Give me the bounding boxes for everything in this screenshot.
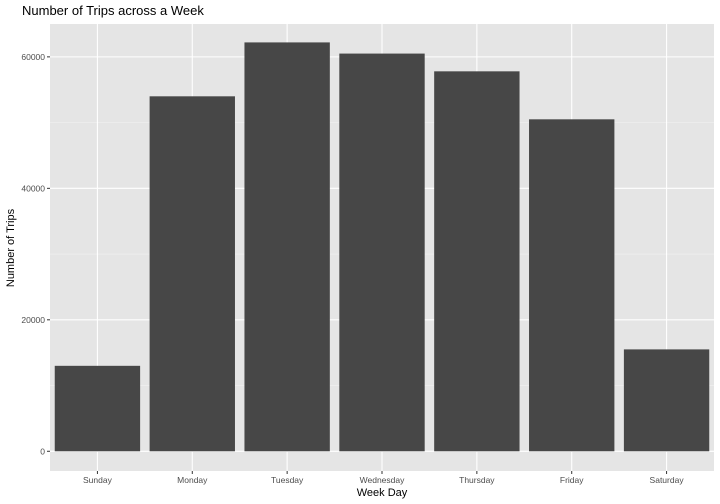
y-tick-label: 60000	[21, 52, 45, 62]
bar-tuesday	[244, 42, 330, 452]
bar-monday	[149, 96, 235, 452]
x-tick-label: Monday	[177, 475, 208, 485]
y-tick-label: 40000	[21, 183, 45, 193]
x-tick-label: Thursday	[459, 475, 495, 485]
x-tick-label: Tuesday	[271, 475, 304, 485]
x-tick-label: Wednesday	[360, 475, 405, 485]
y-axis: 0 20000 40000 60000	[21, 52, 50, 456]
y-tick-label: 0	[40, 446, 45, 456]
bar-thursday	[434, 71, 520, 452]
bar-wednesday	[339, 53, 425, 452]
bar-saturday	[623, 349, 710, 452]
x-tick-label: Friday	[560, 475, 584, 485]
x-axis-title: Week Day	[357, 487, 408, 499]
x-axis: Sunday Monday Tuesday Wednesday Thursday Frid…	[83, 471, 684, 485]
y-tick-label: 20000	[21, 315, 45, 325]
bar-sunday	[54, 365, 141, 452]
chart-title: Number of Trips across a Week	[22, 3, 204, 18]
bars	[54, 42, 710, 452]
x-tick-label: Saturday	[650, 475, 685, 485]
x-tick-label: Sunday	[83, 475, 113, 485]
y-axis-title: Number of Trips	[5, 208, 17, 287]
bar-friday	[529, 119, 615, 452]
